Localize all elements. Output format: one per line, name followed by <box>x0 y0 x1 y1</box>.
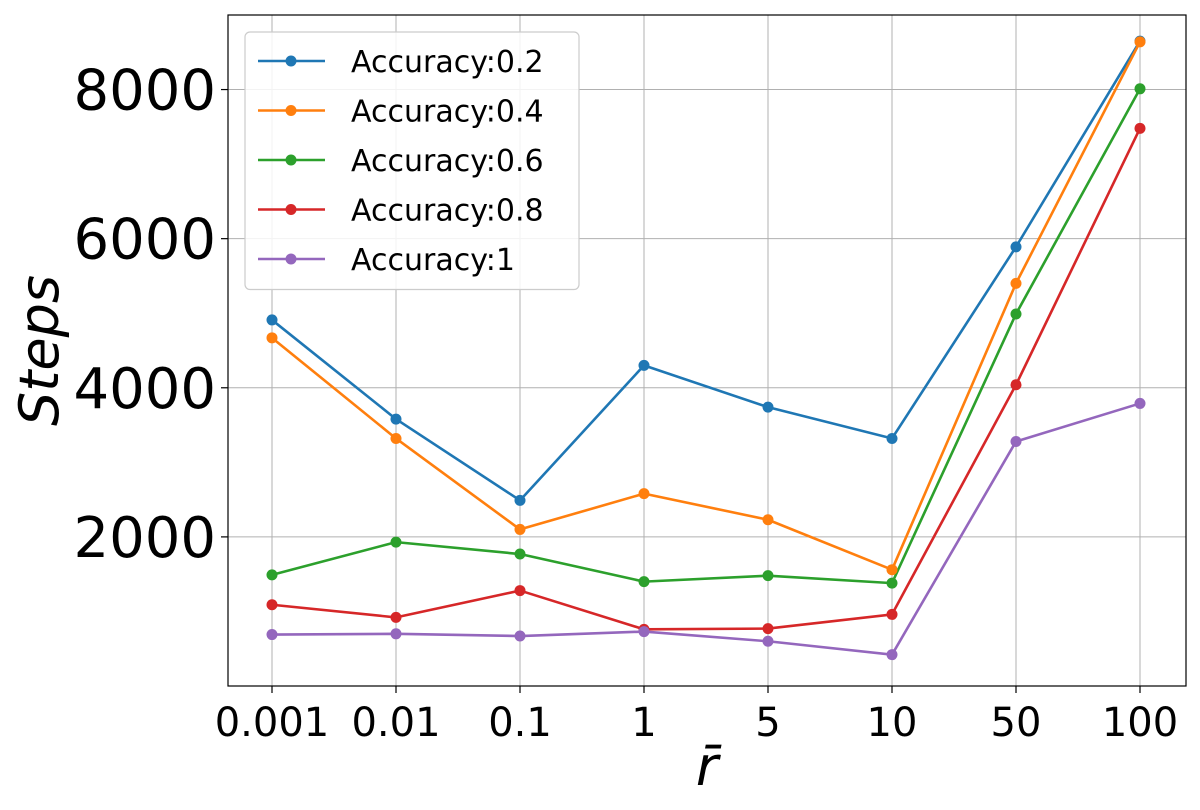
data-point <box>886 577 898 589</box>
data-point <box>1010 241 1022 253</box>
legend-marker <box>285 105 297 116</box>
data-point <box>266 599 278 611</box>
data-point <box>514 585 526 597</box>
legend-label: Accuracy:1 <box>351 243 515 278</box>
data-point <box>638 626 650 638</box>
data-point <box>266 629 278 641</box>
legend-entry: Accuracy:0.8 <box>258 194 544 229</box>
data-point <box>762 623 774 635</box>
x-tick-label: 1 <box>631 700 656 746</box>
data-point <box>514 523 526 535</box>
y-axis-ticks: 2000 4000 6000 8000 <box>73 59 228 571</box>
data-point <box>762 514 774 526</box>
data-point <box>390 413 402 425</box>
series-line-2 <box>271 41 1142 571</box>
legend-label: Accuracy:0.2 <box>351 45 544 80</box>
series-points <box>266 35 1146 661</box>
series-line-5 <box>271 402 1141 656</box>
data-point <box>1134 83 1146 95</box>
legend-label: Accuracy:0.4 <box>351 95 544 130</box>
data-point <box>886 608 898 620</box>
data-point <box>514 548 526 560</box>
data-point <box>1010 277 1022 289</box>
data-point <box>266 569 278 581</box>
data-point <box>638 359 650 371</box>
legend: Accuracy:0.2 Accuracy:0.4 Accuracy:0.6 Accu… <box>244 31 580 291</box>
series-line-4 <box>271 127 1142 631</box>
data-point <box>390 611 402 623</box>
y-tick-label: 4000 <box>73 357 216 422</box>
legend-label: Accuracy:0.8 <box>351 194 544 229</box>
data-point <box>390 432 402 444</box>
x-tick-label: 5 <box>755 700 780 746</box>
data-point <box>266 314 278 326</box>
data-point <box>390 628 402 640</box>
x-tick-label: 0.001 <box>215 700 330 746</box>
data-point <box>1010 435 1022 447</box>
series-line-1 <box>271 40 1142 502</box>
data-point <box>1134 36 1146 48</box>
legend-label: Accuracy:0.6 <box>351 144 544 179</box>
x-axis-ticks: 0.001 0.01 0.1 1 5 10 50 100 <box>215 686 1178 746</box>
x-tick-label: 10 <box>867 700 918 746</box>
legend-marker <box>285 154 297 166</box>
plot-frame <box>227 14 1187 687</box>
legend-entry: Accuracy:1 <box>258 243 515 278</box>
data-point <box>762 635 774 647</box>
data-point <box>1134 397 1146 409</box>
data-point <box>638 488 650 500</box>
data-point <box>886 564 898 576</box>
data-point <box>762 570 774 582</box>
x-tick-label: 100 <box>1102 700 1178 746</box>
data-point <box>390 536 402 548</box>
x-tick-label: 0.1 <box>488 700 552 746</box>
legend-entry: Accuracy:0.4 <box>258 95 544 130</box>
x-tick-label: 50 <box>991 700 1042 746</box>
data-point <box>886 432 898 444</box>
y-axis-label: Steps <box>8 275 71 426</box>
data-point <box>1134 122 1146 134</box>
legend-box <box>244 31 580 291</box>
y-tick-label: 8000 <box>73 59 216 124</box>
legend-marker <box>285 204 297 215</box>
data-point <box>638 576 650 588</box>
legend-entry: Accuracy:0.2 <box>258 45 544 80</box>
data-point <box>514 494 526 506</box>
x-axis-label: r̄ <box>696 735 722 798</box>
data-point <box>266 332 278 344</box>
series-lines <box>271 40 1142 656</box>
data-point <box>886 649 898 661</box>
x-tick-label: 0.01 <box>351 700 440 746</box>
y-tick-label: 2000 <box>73 506 216 571</box>
legend-marker <box>285 55 297 67</box>
data-point <box>762 401 774 413</box>
legend-entry: Accuracy:0.6 <box>258 144 544 179</box>
data-point <box>1010 379 1022 391</box>
y-tick-label: 6000 <box>73 208 216 273</box>
data-point <box>1010 308 1022 320</box>
legend-marker <box>285 253 297 265</box>
data-point <box>514 630 526 642</box>
series-line-3 <box>271 88 1142 585</box>
